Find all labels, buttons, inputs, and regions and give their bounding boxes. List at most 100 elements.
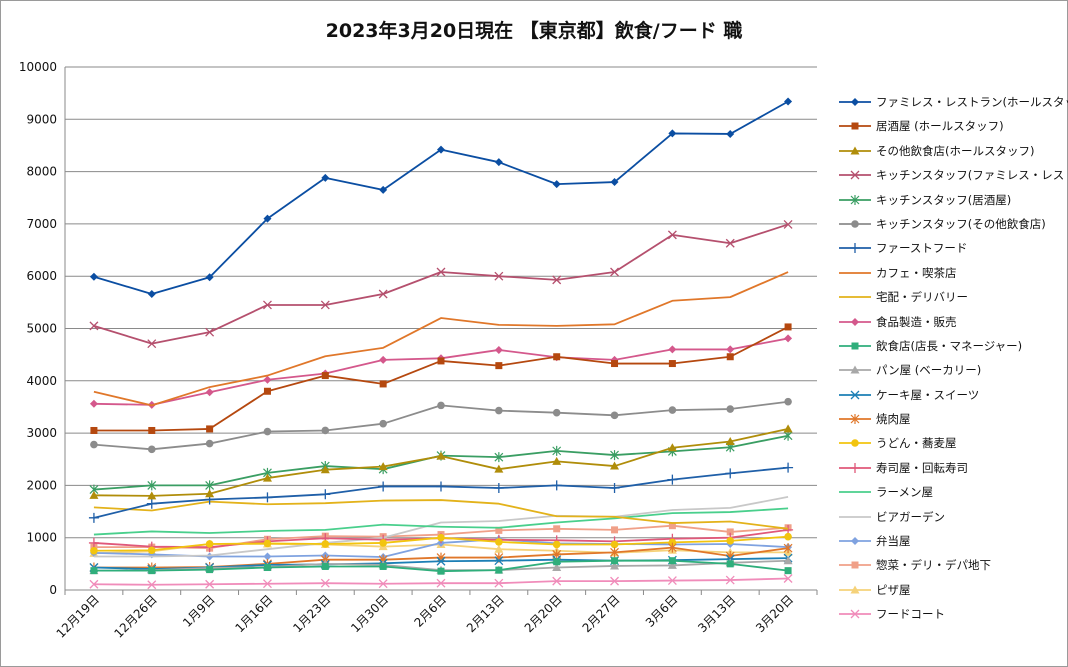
data-point: [725, 238, 735, 248]
data-point: [263, 375, 272, 384]
series-line: [93, 337, 789, 406]
series-line: [93, 223, 789, 345]
series-0: [89, 97, 793, 298]
data-point: [553, 525, 561, 533]
data-point: [725, 468, 736, 479]
data-point: [437, 357, 445, 365]
series-1: [90, 323, 792, 434]
legend-swatch: [839, 220, 871, 228]
data-point: [552, 563, 562, 572]
legend-swatch: [839, 296, 871, 299]
data-point: [552, 275, 562, 285]
data-point: [378, 481, 389, 492]
data-point: [668, 522, 676, 530]
data-point: [783, 556, 793, 565]
data-point: [437, 401, 445, 410]
data-point: [610, 561, 620, 570]
legend-item: キッチンスタッフ(その他飲食店): [836, 212, 1066, 236]
data-point: [437, 567, 445, 575]
legend-swatch-marker: [850, 146, 860, 155]
legend-item: パン屋 (ベーカリー): [836, 358, 1066, 382]
y-tick-label: 6000: [26, 269, 57, 283]
data-point: [379, 355, 388, 364]
data-point: [90, 567, 98, 575]
series-14: [90, 532, 792, 555]
legend-swatch: [839, 170, 871, 180]
series-3: [89, 219, 793, 349]
data-point: [668, 345, 677, 354]
data-point: [379, 380, 387, 388]
gridlines: [65, 66, 817, 591]
legend-label: 居酒屋 (ホールスタッフ): [876, 119, 1004, 134]
legend-swatch: [839, 515, 871, 518]
series-16: [93, 507, 789, 536]
data-point: [147, 546, 156, 555]
data-point: [668, 538, 677, 547]
data-point: [552, 540, 561, 549]
data-point: [784, 323, 792, 331]
data-point: [494, 345, 503, 354]
legend-swatch-marker: [851, 439, 859, 448]
data-point: [262, 492, 273, 503]
data-point: [667, 576, 677, 586]
x-tick-label: 2月27日: [580, 592, 623, 635]
data-point: [494, 452, 504, 463]
data-point: [551, 480, 562, 491]
data-point: [320, 465, 330, 474]
y-tick-label: 1000: [26, 531, 57, 545]
data-point: [783, 219, 793, 229]
data-point: [263, 427, 272, 436]
data-point: [89, 490, 99, 499]
legend-item: ビアガーデン: [836, 505, 1066, 529]
data-point: [205, 540, 214, 548]
data-point: [379, 185, 388, 194]
data-point: [89, 579, 99, 589]
data-point: [436, 556, 446, 566]
legend-item: 寿司屋・回転寿司: [836, 456, 1066, 480]
y-tick-label: 0: [49, 583, 57, 597]
legend-label: 食品製造・販売: [876, 314, 957, 329]
data-point: [206, 425, 214, 433]
legend-label: 飲食店(店長・マネージャー): [876, 338, 1023, 353]
data-point: [321, 372, 329, 380]
data-point: [725, 575, 735, 585]
data-point: [783, 543, 793, 554]
data-point: [205, 489, 215, 498]
data-point: [726, 129, 735, 138]
series-line: [93, 499, 789, 530]
y-tick-label: 10000: [19, 60, 57, 74]
legend-label: フードコート: [876, 607, 945, 622]
data-point: [784, 532, 792, 541]
data-point: [726, 537, 735, 545]
data-point: [784, 334, 793, 343]
data-point: [205, 388, 214, 397]
data-point: [147, 339, 157, 349]
data-point: [378, 579, 388, 589]
legend-item: 弁当屋: [836, 529, 1066, 553]
data-point: [146, 498, 157, 509]
legend-item: 宅配・デリバリー: [836, 285, 1066, 309]
data-point: [90, 440, 98, 449]
data-point: [148, 426, 156, 434]
legend-item: ピザ屋: [836, 578, 1066, 602]
data-point: [667, 542, 677, 553]
data-point: [610, 178, 619, 187]
legend-label: パン屋 (ベーカリー): [876, 363, 982, 378]
x-tick-label: 3月20日: [753, 592, 796, 635]
data-point: [147, 580, 157, 590]
legend-swatch-marker: [850, 585, 860, 594]
y-tick-label: 7000: [26, 217, 57, 231]
data-point: [609, 483, 620, 494]
data-point: [205, 579, 215, 589]
legend-swatch: [839, 561, 871, 569]
data-point: [321, 540, 330, 548]
x-tick-label: 12月19日: [54, 592, 102, 640]
legend-label: うどん・蕎麦屋: [876, 436, 957, 451]
data-point: [263, 552, 272, 561]
legend-item: フードコート: [836, 602, 1066, 626]
legend-swatch: [839, 146, 871, 155]
data-point: [667, 443, 677, 452]
x-tick-label: 3月13日: [695, 592, 738, 635]
data-point: [552, 408, 561, 417]
